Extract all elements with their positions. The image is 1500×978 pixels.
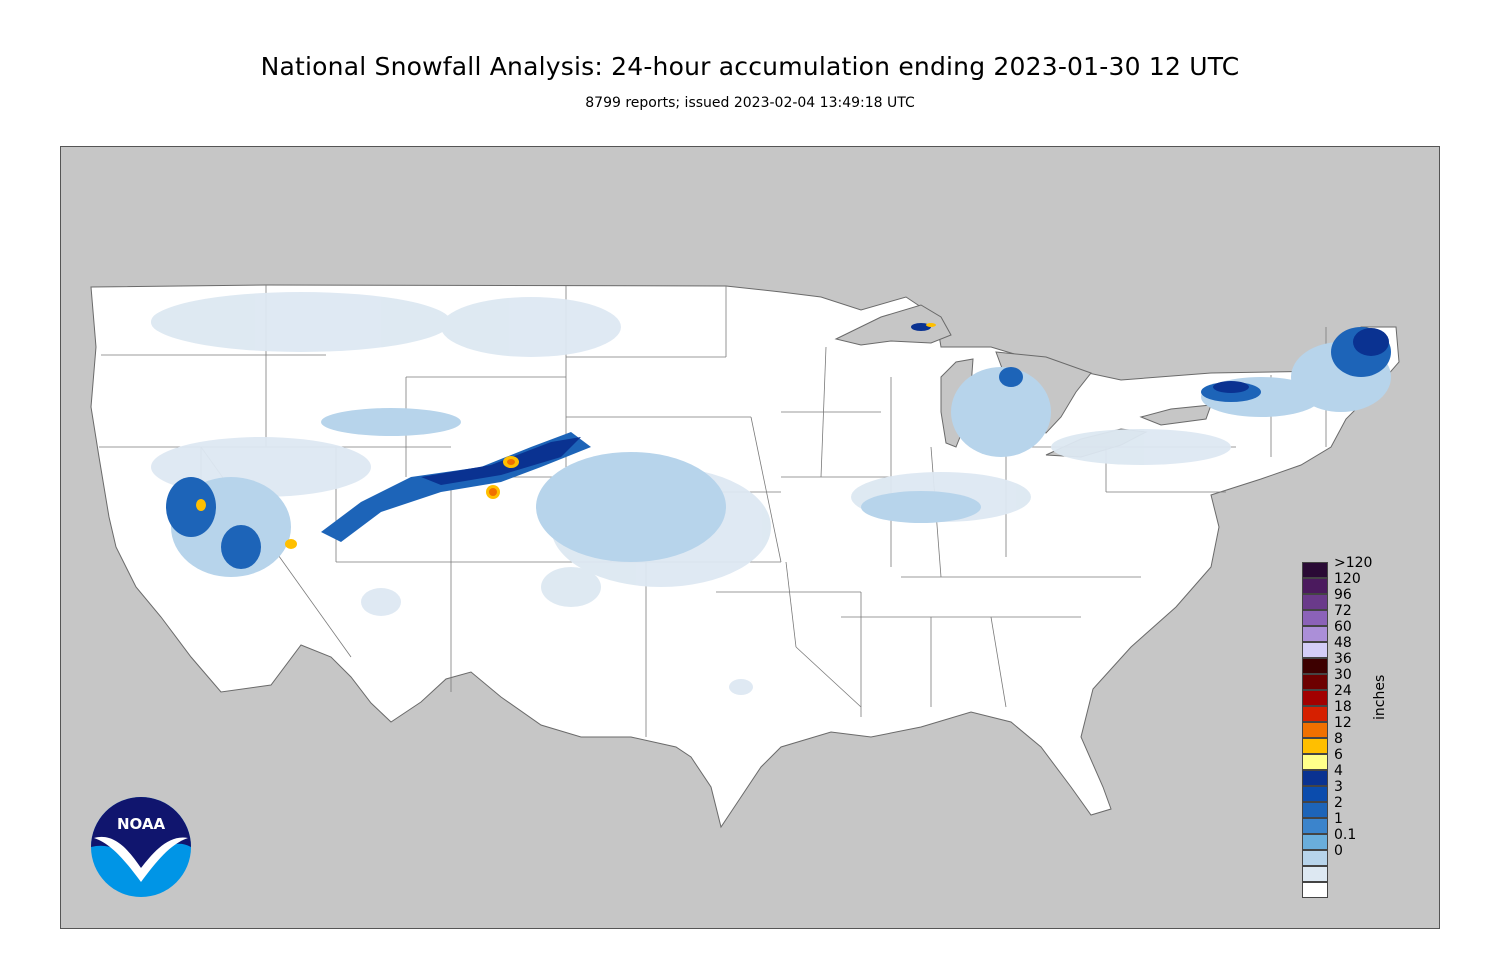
legend-swatch [1302,866,1328,882]
legend-tick-label: 1 [1334,811,1343,827]
legend-swatch [1302,882,1328,898]
legend-tick-label: >120 [1334,555,1373,571]
lake-superior [834,304,952,346]
legend-tick-label: 0.1 [1334,827,1357,843]
legend-swatch [1302,786,1328,802]
legend-swatch [1302,738,1328,754]
legend-tick-label: 18 [1334,699,1352,715]
page-subtitle: 8799 reports; issued 2023-02-04 13:49:18… [585,95,915,111]
legend-tick-label: 48 [1334,635,1352,651]
legend-tick-label: 24 [1334,683,1352,699]
legend-tick-label: 12 [1334,715,1352,731]
legend-swatch [1302,818,1328,834]
legend-swatch [1302,674,1328,690]
legend-swatch [1302,722,1328,738]
legend-swatch [1302,690,1328,706]
legend-swatch [1302,706,1328,722]
legend-swatch [1302,610,1328,626]
legend-swatch [1302,562,1328,578]
noaa-logo: NOAA [91,797,191,897]
svg-text:NOAA: NOAA [117,815,166,833]
legend-swatch [1302,770,1328,786]
legend-tick-label: 96 [1334,587,1352,603]
legend-tick-label: 3 [1334,779,1343,795]
legend-tick-label: 2 [1334,795,1343,811]
legend-tick-label: 0 [1334,843,1343,859]
legend-tick-label: 4 [1334,763,1343,779]
legend-tick-label: 120 [1334,571,1361,587]
legend-tick-label: 30 [1334,667,1352,683]
legend-swatch [1302,594,1328,610]
legend-swatch [1302,850,1328,866]
legend-swatch [1302,802,1328,818]
legend-tick-label: 8 [1334,731,1343,747]
legend-swatch [1302,658,1328,674]
legend-tick-label: 6 [1334,747,1343,763]
legend-tick-label: 72 [1334,603,1352,619]
lake-ontario [1139,404,1212,426]
snowfall-map [90,284,1400,829]
legend-unit-label: inches [1372,674,1388,720]
snowfall-12-18 [489,459,515,496]
legend-swatch [1302,626,1328,642]
legend-tick-label: 60 [1334,619,1352,635]
map-frame [60,146,1440,929]
legend-tick-label: 36 [1334,651,1352,667]
legend-swatch [1302,642,1328,658]
legend-swatch [1302,834,1328,850]
page-title: National Snowfall Analysis: 24-hour accu… [260,52,1240,81]
legend-swatch [1302,754,1328,770]
legend-swatch [1302,578,1328,594]
